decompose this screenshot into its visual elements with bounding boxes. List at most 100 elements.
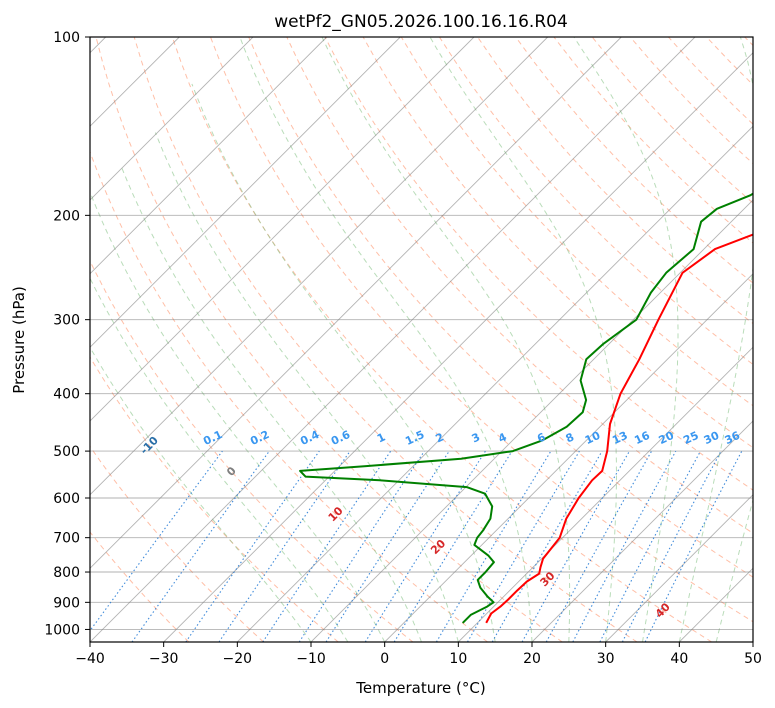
dry-adiabat-line	[171, 37, 712, 642]
moist-adiabat-line	[678, 37, 753, 642]
annotation-labels: -100-90-80-70-60-50-40-30-20-10010203040…	[0, 365, 743, 621]
mixing-ratio-label: 20	[657, 429, 677, 447]
moist-adiabat-line	[90, 277, 349, 642]
mixing-ratio-line	[325, 450, 450, 642]
temperature-profile-line	[485, 233, 753, 624]
mixing-ratio-label: 1	[375, 430, 387, 445]
x-axis-label: Temperature (°C)	[355, 679, 485, 697]
dry-adiabat-line	[95, 37, 563, 642]
y-tick-label: 900	[53, 595, 80, 611]
moist-adiabat-line	[120, 165, 422, 642]
dry-adiabat-line	[90, 445, 264, 642]
isotherm-line	[236, 125, 753, 642]
dry-adiabat-line	[90, 356, 339, 642]
x-tick-label: 10	[449, 651, 467, 667]
isotherm-line	[752, 641, 753, 642]
x-tick-label: −20	[223, 651, 253, 667]
x-tick-label: −30	[149, 651, 179, 667]
y-tick-label: 800	[53, 565, 80, 581]
y-tick-label: 700	[53, 531, 80, 547]
axis-ticks: −40 −30 −20 −10 0 10 20 30 40 5010020030040050060…	[44, 30, 762, 667]
y-tick-label: 500	[53, 444, 80, 460]
mixing-ratio-label: 10	[583, 429, 603, 447]
dry-adiabat-line	[515, 37, 753, 284]
dry-adiabat-line	[133, 37, 638, 642]
isotherm-line	[678, 567, 753, 642]
mixing-ratio-line	[435, 450, 552, 642]
dry-adiabat-line	[90, 150, 488, 642]
y-axis-label: Pressure (hPa)	[10, 286, 28, 394]
moist-adiabat-line	[239, 37, 533, 642]
plot-area	[90, 37, 753, 642]
mixing-ratio-line	[545, 450, 653, 642]
mixing-ratio-label: 0.6	[329, 428, 352, 448]
dry-adiabat-label: -10	[138, 434, 161, 457]
dry-adiabat-line	[400, 37, 753, 407]
x-tick-label: 40	[670, 651, 688, 667]
isotherm-line	[90, 37, 254, 201]
mixing-ratio-label: 0.2	[248, 428, 271, 448]
moist-adiabat-line	[154, 132, 459, 642]
mixing-ratio-label: 0.1	[201, 428, 224, 448]
isotherm-line	[90, 37, 401, 348]
dry-adiabat-line	[90, 259, 414, 642]
moist-adiabat-line	[191, 83, 496, 642]
mixing-ratio-label: 8	[564, 430, 576, 445]
dry-adiabat-line	[744, 37, 753, 47]
y-tick-label: 100	[53, 30, 80, 46]
dry-adiabat-line	[90, 531, 190, 642]
dewpoint-profile-line	[299, 192, 753, 624]
dry-adiabat-label: 20	[428, 537, 448, 557]
x-tick-label: −40	[75, 651, 105, 667]
mixing-ratio-label: 3	[470, 430, 482, 445]
y-tick-label: 600	[53, 491, 80, 507]
mixing-ratio-label: 25	[681, 429, 700, 447]
isotherm-line	[90, 37, 475, 422]
y-tick-label: 1000	[44, 622, 80, 638]
y-tick-label: 400	[53, 387, 80, 403]
mixing-ratio-line	[218, 450, 351, 642]
mixing-ratio-line	[467, 450, 580, 642]
isotherm-line	[605, 494, 753, 642]
y-tick-label: 300	[53, 313, 80, 329]
mixing-ratio-line	[185, 450, 320, 642]
dry-adiabat-line	[706, 37, 753, 86]
mixing-ratio-line	[298, 450, 425, 642]
moist-adiabat-line	[90, 346, 312, 642]
mixing-ratio-line	[572, 450, 677, 642]
isotherm-line	[90, 37, 328, 275]
dry-adiabat-line	[438, 37, 753, 366]
mixing-ratio-label: 16	[632, 429, 652, 447]
dry-adiabat-line	[248, 37, 753, 578]
isotherm-line	[457, 346, 753, 642]
mixing-ratio-line	[262, 450, 392, 642]
isotherm-line	[531, 420, 753, 642]
isotherm-line	[163, 52, 753, 642]
y-tick-label: 200	[53, 208, 80, 224]
x-tick-label: −10	[296, 651, 326, 667]
dry-adiabat-label: 40	[653, 600, 673, 620]
mixing-ratio-line	[131, 450, 270, 642]
dry-adiabat-label: 0	[224, 464, 239, 479]
mixing-ratio-line	[521, 450, 630, 642]
plot-frame	[89, 36, 754, 643]
moist-adiabat-line	[90, 195, 386, 642]
moist-adiabat-line	[429, 37, 617, 642]
dry-adiabat-line	[668, 37, 753, 125]
mixing-ratio-label: 2	[434, 430, 446, 445]
isotherm-line	[90, 37, 622, 569]
isotherm-line	[310, 199, 753, 642]
dry-adiabat-label: -30	[0, 365, 2, 388]
mixing-ratio-line	[644, 450, 743, 642]
x-tick-label: 0	[380, 651, 389, 667]
x-tick-label: 20	[523, 651, 541, 667]
isotherm-line	[384, 273, 753, 642]
chart-title: wetPf2_GN05.2026.100.16.16.R04	[274, 12, 568, 32]
x-tick-label: 50	[744, 651, 762, 667]
isotherm-line	[90, 37, 549, 496]
mixing-ratio-label: 1.5	[403, 428, 426, 448]
mixing-ratio-label: 30	[702, 429, 722, 447]
dry-adiabat-label: -20	[62, 410, 85, 433]
isotherm-line	[90, 37, 696, 642]
